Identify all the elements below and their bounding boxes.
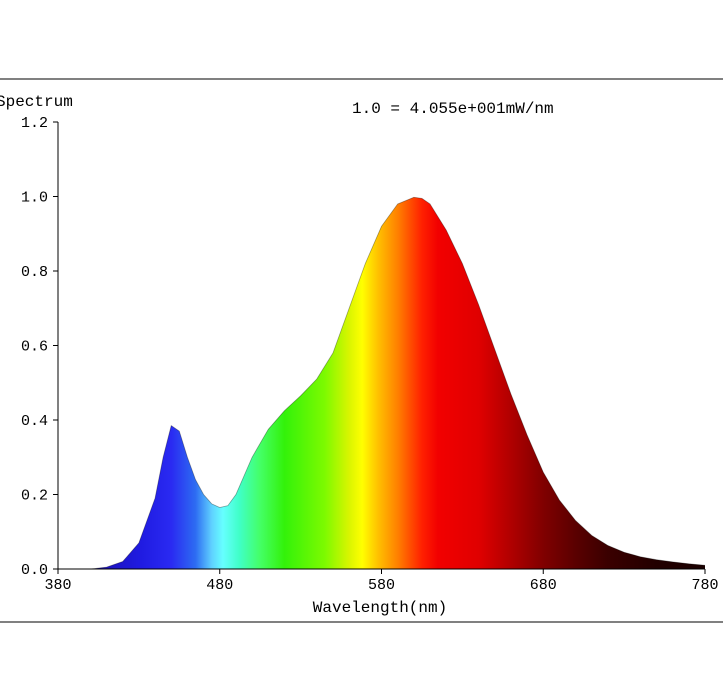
x-tick-label: 780 (691, 577, 718, 594)
x-tick-label: 380 (44, 577, 71, 594)
y-tick-label: 1.2 (21, 115, 48, 132)
y-tick-label: 0.8 (21, 264, 48, 281)
y-tick-label: 1.0 (21, 190, 48, 207)
chart-title: Spectrum (0, 93, 73, 111)
x-tick-label: 480 (206, 577, 233, 594)
x-axis-label: Wavelength(nm) (313, 599, 447, 617)
y-tick-label: 0.4 (21, 413, 48, 430)
x-tick-label: 680 (530, 577, 557, 594)
spectrum-area (58, 197, 705, 569)
y-tick-label: 0.6 (21, 339, 48, 356)
spectrum-line (58, 196, 706, 570)
scale-annotation: 1.0 = 4.055e+001mW/nm (352, 100, 554, 118)
plot-area: 0.0 0.2 0.4 0.6 0.8 1.0 1.2 380 480 580 680 780 (21, 115, 719, 594)
x-tick-label: 580 (368, 577, 395, 594)
y-tick-label: 0.2 (21, 488, 48, 505)
y-tick-label: 0.0 (21, 562, 48, 579)
